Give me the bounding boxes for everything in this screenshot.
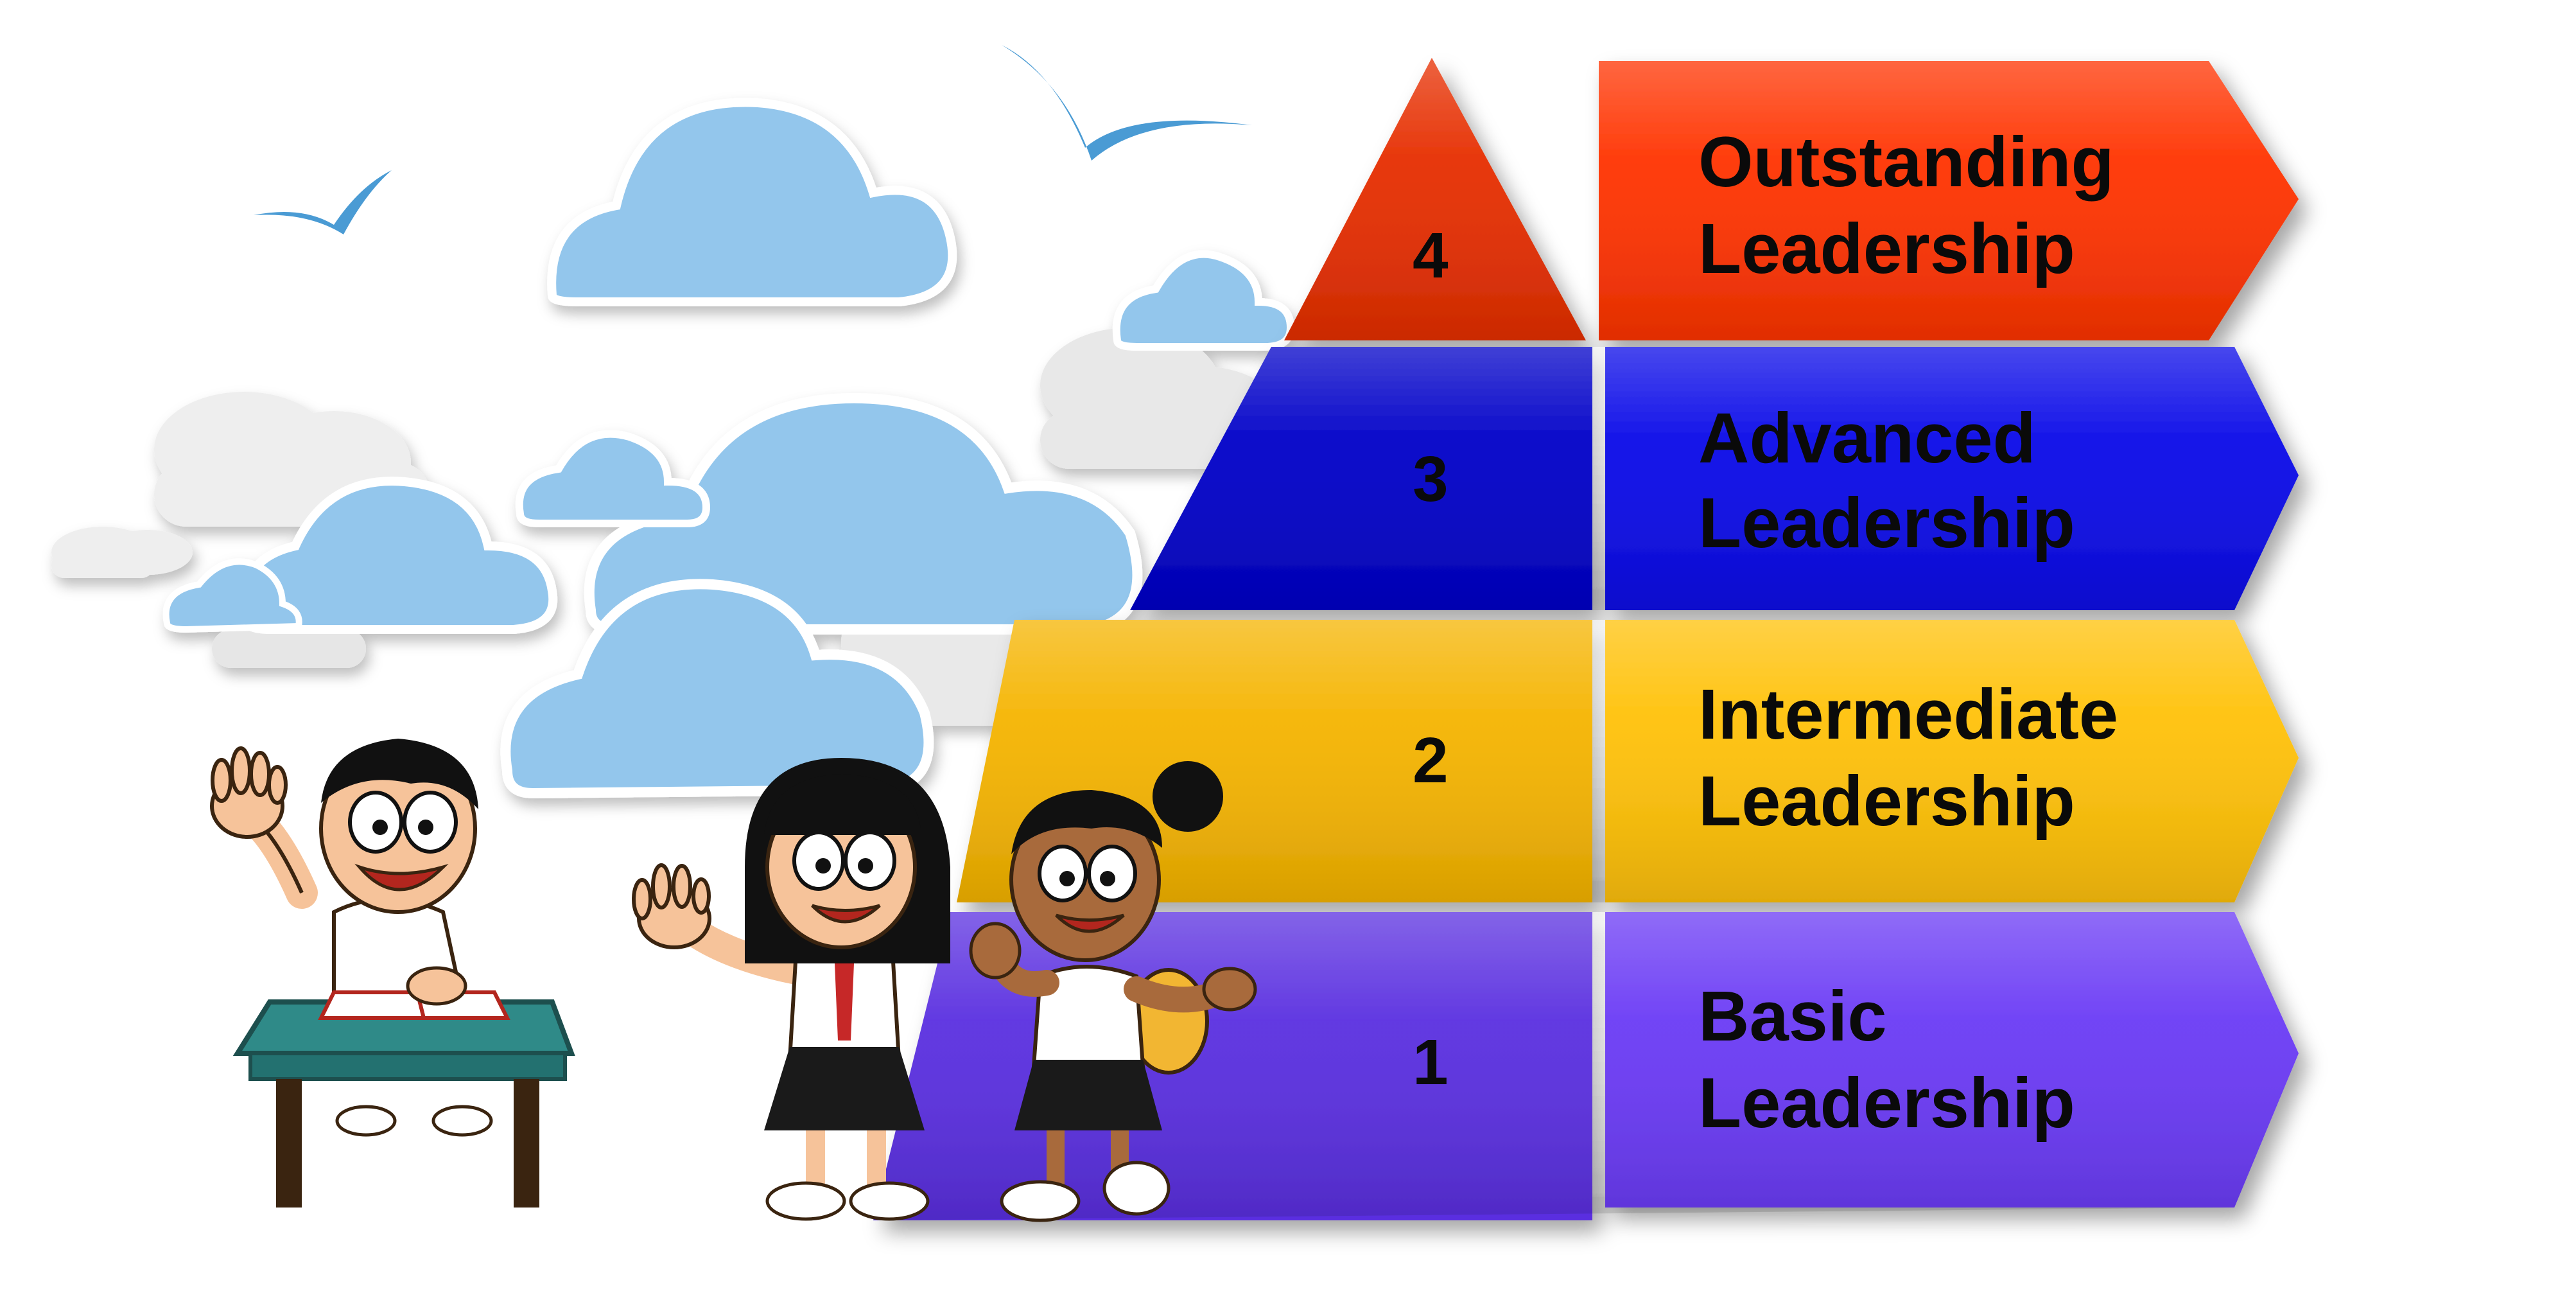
cloud-top: [547, 98, 957, 306]
cloud-far-left: [162, 558, 302, 633]
level-2-label: Intermediate Leadership: [1698, 675, 2118, 841]
level-1-label-line1: Basic: [1698, 977, 1887, 1056]
level-1-label-line2: Leadership: [1698, 1064, 2075, 1143]
level-4-group: [1284, 58, 2299, 340]
level-2-group: [957, 620, 2299, 902]
birds-group: [254, 45, 1252, 234]
cloud-small-right: [1112, 250, 1295, 351]
bird-large-icon: [1002, 45, 1252, 161]
level-4-label-line2: Leadership: [1698, 209, 2075, 288]
bird-small-icon: [254, 170, 392, 234]
girl-curly-bun-illustration: [969, 761, 1257, 1222]
level-1-label: Basic Leadership: [1698, 977, 2075, 1143]
level-3-group: [1130, 347, 2299, 610]
level-3-label-line2: Leadership: [1698, 484, 2075, 563]
level-4-label: Outstanding Leadership: [1698, 123, 2114, 288]
level-2-label-line1: Intermediate: [1698, 675, 2118, 754]
level-3-number: 3: [1413, 443, 1449, 515]
level-1-number: 1: [1413, 1026, 1449, 1098]
girl-bob-hair-illustration: [632, 758, 950, 1221]
level-3-label: Advanced Leadership: [1698, 399, 2075, 563]
level-2-number: 2: [1413, 725, 1449, 796]
level-3-label-line1: Advanced: [1698, 399, 2036, 478]
level-2-label-line2: Leadership: [1698, 762, 2075, 841]
students-illustration: [210, 739, 1257, 1222]
cloud-small-mid: [515, 430, 711, 527]
cloud-grey-left: [51, 527, 193, 578]
boy-at-desk-illustration: [210, 739, 575, 1208]
clouds-group: [51, 98, 1295, 799]
cloud-left: [239, 477, 558, 634]
level-4-number: 4: [1413, 220, 1449, 292]
level-4-label-line1: Outstanding: [1698, 123, 2114, 202]
